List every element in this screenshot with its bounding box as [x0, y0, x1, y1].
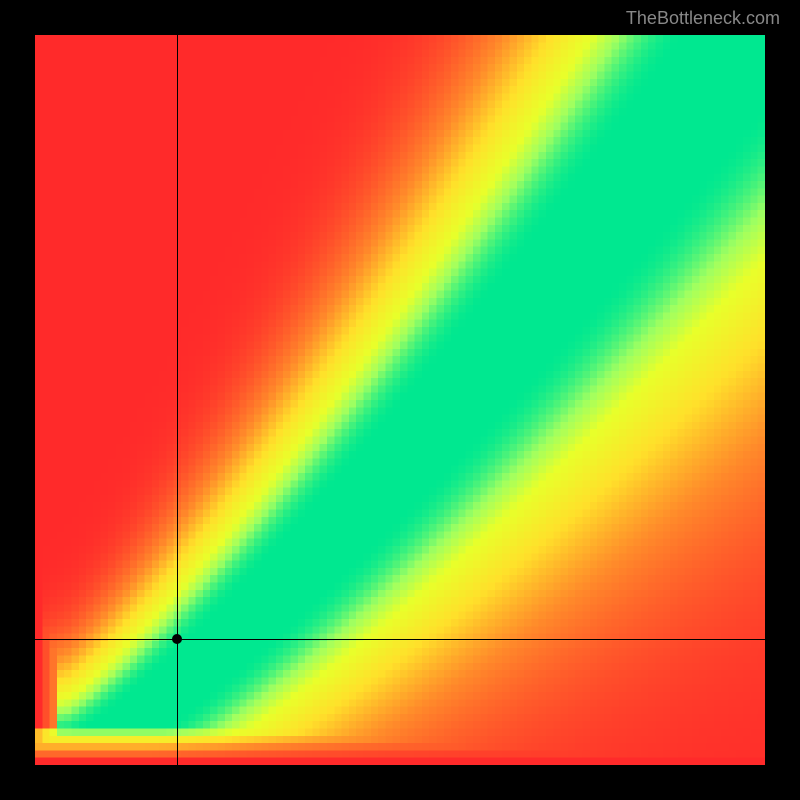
crosshair-vertical — [177, 35, 178, 765]
heatmap-canvas — [35, 35, 765, 765]
crosshair-horizontal — [35, 639, 765, 640]
watermark-text: TheBottleneck.com — [626, 8, 780, 29]
intersection-marker — [172, 634, 182, 644]
heatmap-plot — [35, 35, 765, 765]
